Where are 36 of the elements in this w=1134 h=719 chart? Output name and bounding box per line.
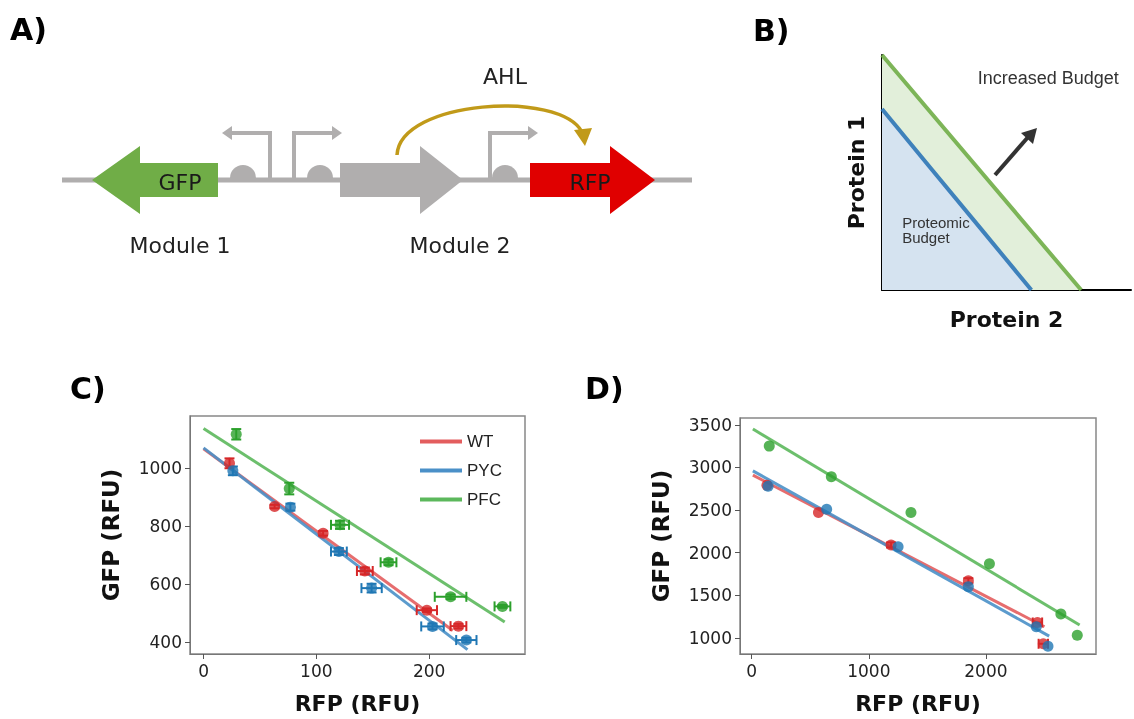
y-tick-label: 1500	[688, 585, 732, 606]
legend-label: PFC	[467, 490, 501, 509]
x-tick-label: 0	[198, 660, 209, 681]
text: RFP	[569, 170, 611, 195]
annotation: Increased Budget	[977, 68, 1119, 89]
annotation: Proteomic Budget	[902, 213, 974, 246]
x-axis-title: RFP (RFU)	[855, 690, 981, 716]
x-tick-label: 1000	[847, 660, 891, 681]
chart-title: B)	[753, 12, 790, 48]
y-tick-label: 1000	[688, 627, 732, 648]
x-tick-label: 0	[746, 660, 758, 681]
y-tick-label: 800	[149, 516, 182, 537]
y-tick-label: 3000	[688, 457, 732, 478]
y-axis-title: Protein 1	[843, 115, 869, 230]
text: Module 2	[409, 233, 511, 258]
text: GFP	[158, 170, 202, 195]
y-axis-title: GFP (RFU)	[97, 468, 124, 602]
y-tick-label: 400	[149, 632, 182, 653]
legend-label: PYC	[467, 461, 502, 480]
text: Module 1	[129, 233, 231, 258]
y-tick-label: 2500	[688, 500, 732, 521]
y-tick-label: 600	[149, 574, 182, 595]
x-tick-label: 100	[300, 660, 333, 681]
text: A)	[10, 12, 47, 47]
chart-title: D)	[585, 370, 624, 406]
y-tick-label: 1000	[138, 458, 182, 479]
y-tick-label: 3500	[688, 414, 732, 435]
y-axis-title: GFP (RFU)	[647, 469, 674, 603]
y-tick-label: 2000	[688, 542, 732, 563]
legend-label: WT	[467, 432, 494, 451]
text: AHL	[483, 64, 528, 89]
chart-title: C)	[70, 370, 106, 406]
x-tick-label: 200	[412, 660, 446, 681]
x-tick-label: 2000	[964, 660, 1008, 681]
x-axis-title: RFP (RFU)	[294, 690, 421, 716]
x-axis-title: Protein 2	[949, 306, 1064, 332]
